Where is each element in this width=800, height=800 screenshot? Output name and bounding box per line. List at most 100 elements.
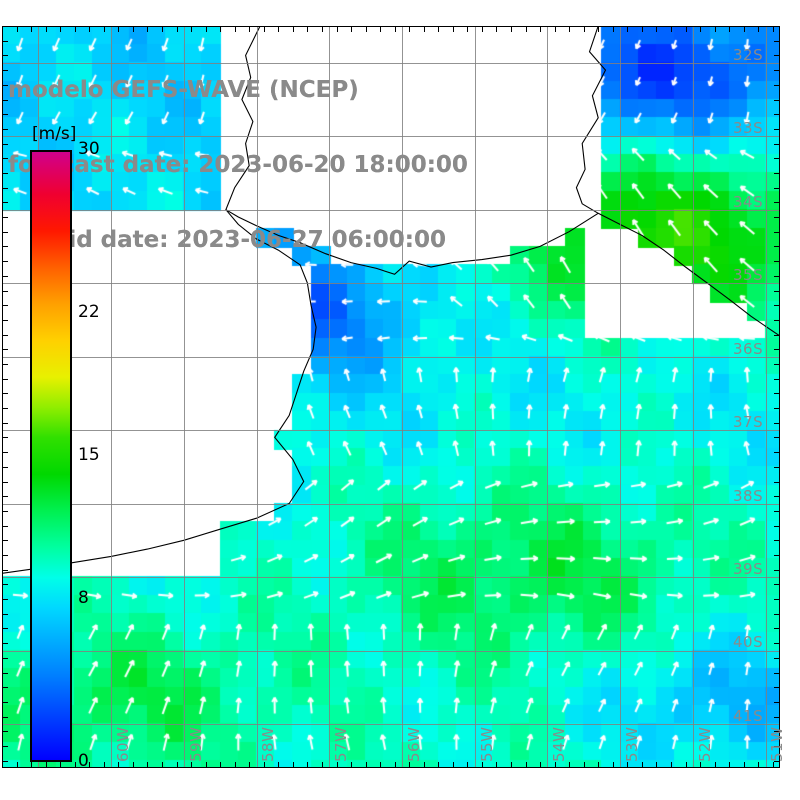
- tick-left: [2, 40, 8, 42]
- tick-top: [554, 26, 556, 32]
- tick-top: [525, 26, 527, 32]
- tick-bottom: [758, 762, 760, 768]
- colorbar-tick-label: 15: [78, 445, 100, 465]
- chart-title: modelo GEFS-WAVE (NCEP) forecast date: 2…: [8, 28, 468, 303]
- tick-right: [774, 290, 780, 292]
- colorbar-tick-label: 8: [78, 587, 89, 608]
- tick-left: [2, 363, 8, 365]
- tick-top: [496, 26, 498, 32]
- tick-top: [772, 26, 774, 32]
- tick-right: [774, 716, 780, 718]
- tick-right: [774, 202, 780, 204]
- gridline-lon: [692, 26, 694, 768]
- tick-left: [2, 334, 8, 336]
- tick-left: [2, 496, 8, 498]
- tick-left: [2, 217, 8, 218]
- tick-left: [2, 231, 8, 233]
- tick-left: [2, 202, 8, 204]
- tick-bottom: [16, 762, 18, 768]
- tick-bottom: [176, 762, 178, 768]
- lat-label: 33S: [733, 119, 764, 138]
- gridline-lon: [547, 26, 549, 768]
- tick-left: [2, 569, 8, 571]
- tick-left: [2, 540, 8, 542]
- tick-top: [74, 26, 76, 32]
- tick-top: [278, 26, 280, 32]
- tick-top: [263, 26, 265, 32]
- tick-left: [2, 143, 8, 145]
- coastline-segment-1: [575, 26, 780, 337]
- gridline-lon: [474, 26, 476, 768]
- lon-label: 51W: [768, 726, 787, 762]
- gridline-lat: [2, 723, 780, 725]
- tick-right: [774, 363, 780, 365]
- tick-bottom: [191, 762, 192, 768]
- lon-label: 57W: [332, 726, 351, 762]
- tick-bottom: [743, 762, 745, 768]
- tick-left: [2, 187, 8, 189]
- tick-right: [774, 158, 780, 160]
- lon-label: 53W: [623, 726, 642, 762]
- tick-top: [511, 26, 512, 32]
- lon-label: 56W: [404, 726, 423, 762]
- tick-left: [2, 466, 8, 468]
- tick-bottom: [103, 762, 105, 768]
- tick-right: [774, 378, 780, 380]
- gridline-lat: [2, 62, 780, 64]
- tick-top: [394, 26, 396, 32]
- tick-right: [774, 70, 780, 72]
- tick-right: [774, 628, 780, 630]
- tick-top: [191, 26, 192, 32]
- tick-bottom: [540, 762, 542, 768]
- tick-left: [2, 746, 8, 747]
- tick-top: [670, 26, 672, 32]
- gridline-lat: [2, 283, 780, 285]
- tick-top: [31, 26, 33, 32]
- tick-right: [774, 143, 780, 145]
- tick-right: [774, 701, 780, 703]
- gridline-lon: [620, 26, 621, 768]
- gridline-lat: [2, 650, 780, 652]
- tick-right: [774, 275, 780, 277]
- tick-top: [758, 26, 760, 32]
- tick-left: [2, 510, 8, 512]
- tick-bottom: [351, 762, 352, 768]
- tick-right: [774, 246, 780, 248]
- tick-left: [2, 128, 8, 130]
- tick-bottom: [292, 762, 294, 768]
- tick-right: [774, 128, 780, 130]
- tick-bottom: [307, 762, 309, 768]
- tick-bottom: [700, 762, 701, 768]
- tick-right: [774, 99, 780, 101]
- tick-left: [2, 305, 8, 307]
- tick-left: [2, 158, 8, 160]
- tick-right: [774, 40, 780, 42]
- tick-top: [583, 26, 585, 32]
- tick-right: [774, 657, 780, 659]
- gridline-lon: [329, 26, 331, 768]
- tick-right: [774, 481, 780, 483]
- tick-bottom: [365, 762, 367, 768]
- tick-bottom: [685, 762, 687, 768]
- tick-bottom: [598, 762, 600, 768]
- tick-left: [2, 599, 8, 600]
- tick-left: [2, 452, 8, 454]
- tick-top: [467, 26, 469, 32]
- tick-left: [2, 172, 8, 174]
- tick-left: [2, 731, 8, 733]
- tick-bottom: [162, 762, 163, 768]
- tick-right: [774, 613, 780, 615]
- lon-label: 58W: [259, 726, 278, 762]
- tick-right: [774, 172, 780, 174]
- tick-left: [2, 525, 8, 527]
- tick-left: [2, 55, 8, 57]
- tick-top: [423, 26, 425, 32]
- colorbar-units-label: [m/s]: [32, 124, 77, 144]
- tick-bottom: [336, 762, 338, 768]
- tick-top: [598, 26, 600, 32]
- tick-right: [774, 55, 780, 57]
- tick-left: [2, 481, 8, 483]
- lat-label: 35S: [733, 266, 764, 285]
- tick-bottom: [670, 762, 672, 768]
- lon-label: 59W: [186, 726, 205, 762]
